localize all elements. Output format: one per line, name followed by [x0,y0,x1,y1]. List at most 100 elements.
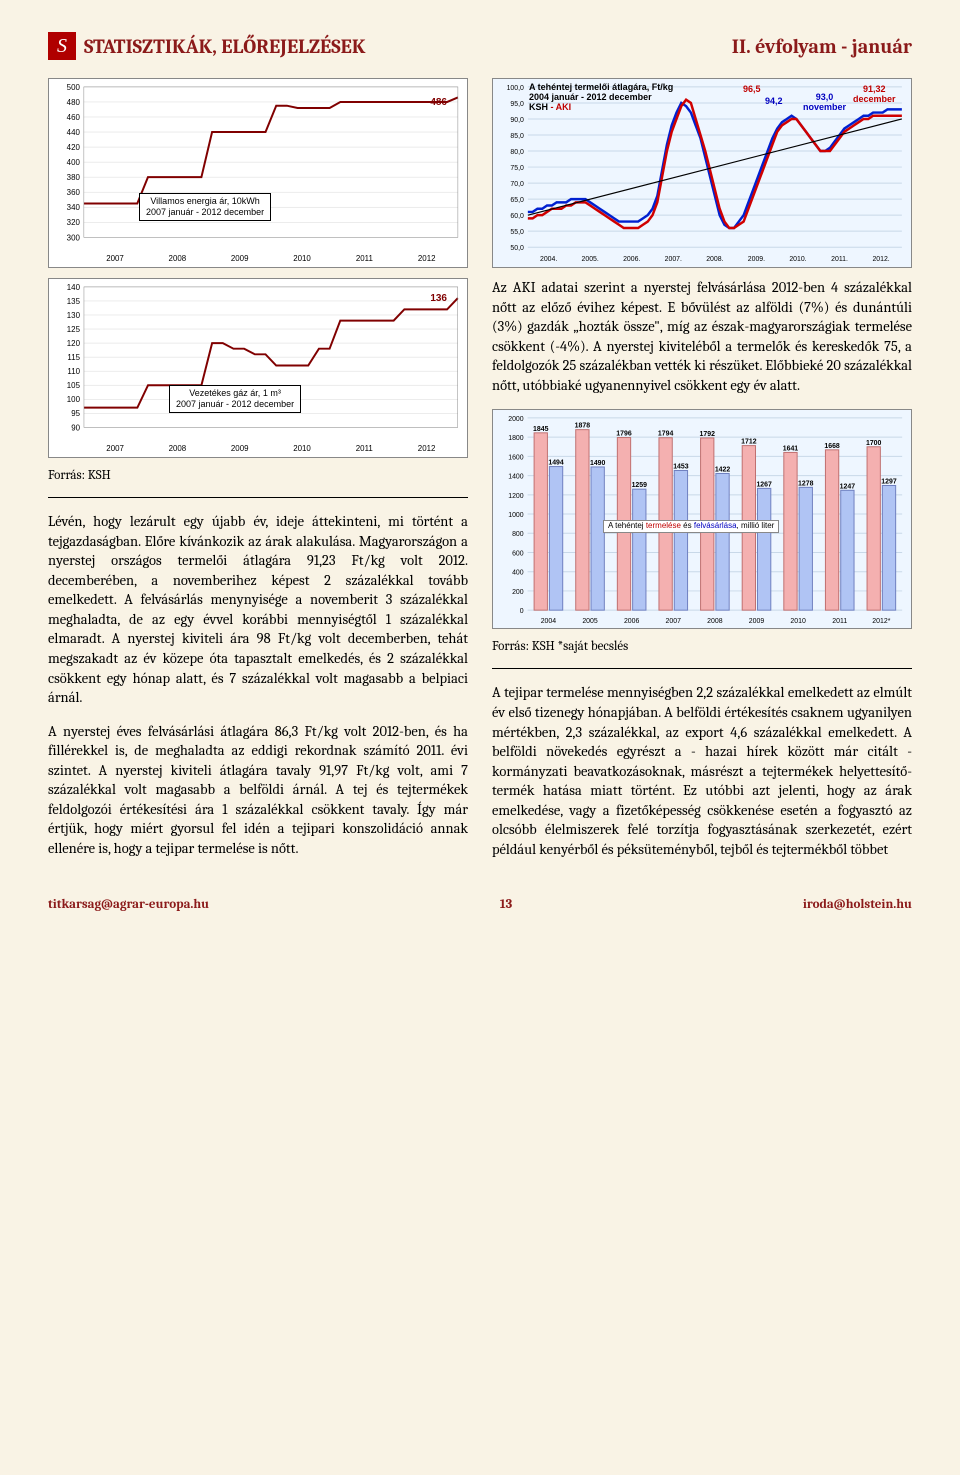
svg-text:2011: 2011 [832,618,847,625]
svg-text:2005: 2005 [582,618,598,625]
left-column: 3003203403603804004204404604805002007200… [48,78,468,873]
svg-text:2007.: 2007. [665,256,682,263]
svg-text:2010: 2010 [293,444,311,453]
svg-text:2009: 2009 [231,254,249,263]
legend-prefix: A tehéntej [608,521,646,530]
svg-text:2008: 2008 [169,444,187,453]
svg-text:1400: 1400 [508,474,524,481]
svg-text:1794: 1794 [658,431,674,438]
chart-milk-production: 0200400600800100012001400160018002000200… [492,409,912,629]
svg-text:2006: 2006 [624,618,640,625]
svg-text:60,0: 60,0 [510,213,524,220]
chart-electric-title-l2: 2007 január - 2012 december [146,207,264,217]
chart-gas-title-box: Vezetékes gáz ár, 1 m³ 2007 január - 201… [169,385,301,413]
svg-text:1878: 1878 [575,423,591,430]
svg-text:1000: 1000 [508,512,524,519]
milk-price-annot: 94,2 [765,97,783,107]
svg-text:1267: 1267 [756,482,772,489]
svg-text:85,0: 85,0 [510,133,524,140]
right-column: 50,055,060,065,070,075,080,085,090,095,0… [492,78,912,873]
svg-text:1200: 1200 [508,493,524,500]
svg-text:500: 500 [67,83,81,92]
milk-price-annot: 96,5 [743,85,761,95]
para-right-2: A tejipar termelése mennyiségben 2,2 szá… [492,683,912,859]
svg-text:1700: 1700 [866,440,882,447]
source-ksh-2: Forrás: KSH *saját becslés [492,639,912,654]
svg-text:120: 120 [67,339,81,348]
chart-gas-title-l2: 2007 január - 2012 december [176,399,294,409]
para-right-1: Az AKI adatai szerint a nyerstej felvásá… [492,278,912,395]
svg-text:70,0: 70,0 [510,181,524,188]
footer-page-number: 13 [500,897,513,912]
svg-text:400: 400 [67,158,81,167]
svg-text:2008: 2008 [169,254,187,263]
milk-price-title: A tehéntej termelői átlagára, Ft/kg 2004… [529,83,673,113]
svg-text:2005.: 2005. [582,256,599,263]
svg-text:2009.: 2009. [748,256,765,263]
svg-text:2000: 2000 [508,416,524,423]
svg-text:2012*: 2012* [872,618,890,625]
legend-suffix: , millió liter [737,521,775,530]
chart-gas-title-l1: Vezetékes gáz ár, 1 m³ [189,388,281,398]
milk-price-title-l1: A tehéntej termelői átlagára, Ft/kg [529,82,673,92]
svg-text:2007: 2007 [106,254,124,263]
svg-text:2006.: 2006. [623,256,640,263]
legend-and: és [681,521,694,530]
svg-text:1297: 1297 [881,479,897,486]
svg-text:400: 400 [512,570,524,577]
svg-text:800: 800 [512,532,524,539]
page-header: S STATISZTIKÁK, ELŐREJELZÉSEK II. évfoly… [48,32,912,60]
svg-text:2012.: 2012. [872,256,889,263]
divider-1 [48,497,468,498]
header-icon: S [48,32,76,60]
svg-text:90,0: 90,0 [510,117,524,124]
svg-text:95: 95 [71,409,80,418]
svg-text:90: 90 [71,423,80,432]
svg-text:380: 380 [67,173,81,182]
svg-text:1600: 1600 [508,455,524,462]
svg-text:2012: 2012 [418,254,436,263]
svg-text:1422: 1422 [715,467,731,474]
svg-text:2009: 2009 [749,618,765,625]
svg-text:2008.: 2008. [706,256,723,263]
svg-text:1259: 1259 [632,483,648,490]
footer-left: titkarsag@agrar-europa.hu [48,897,209,912]
svg-text:2011: 2011 [356,254,374,263]
chart-electric-title-l1: Villamos energia ár, 10kWh [150,196,259,206]
svg-text:1641: 1641 [783,446,799,453]
svg-text:65,0: 65,0 [510,197,524,204]
svg-text:480: 480 [67,98,81,107]
svg-text:440: 440 [67,128,81,137]
svg-text:2011: 2011 [356,444,374,453]
svg-text:360: 360 [67,188,81,197]
svg-text:1278: 1278 [798,481,814,488]
svg-text:55,0: 55,0 [510,229,524,236]
para-left-2: A nyerstej éves felvásárlási átlagára 86… [48,722,468,859]
svg-text:340: 340 [67,203,81,212]
svg-text:80,0: 80,0 [510,149,524,156]
svg-text:2010.: 2010. [789,256,806,263]
milk-price-source: KSH - AKI [529,102,571,112]
svg-text:100: 100 [67,395,81,404]
svg-text:320: 320 [67,218,81,227]
legend-term-prod: termelése [646,521,681,530]
svg-text:75,0: 75,0 [510,165,524,172]
svg-text:2007: 2007 [106,444,124,453]
chart-electric-title-box: Villamos energia ár, 10kWh 2007 január -… [139,193,271,221]
header-title-left: STATISZTIKÁK, ELŐREJELZÉSEK [84,35,732,58]
svg-text:2007: 2007 [666,618,682,625]
svg-text:2009: 2009 [231,444,249,453]
svg-text:140: 140 [67,283,81,292]
chart-milk-price: 50,055,060,065,070,075,080,085,090,095,0… [492,78,912,268]
svg-text:1668: 1668 [824,443,840,450]
svg-text:460: 460 [67,113,81,122]
chart-electricity-price: 3003203403603804004204404604805002007200… [48,78,468,268]
svg-text:1453: 1453 [673,464,689,471]
milk-price-annot: 91,32 december [853,85,896,105]
svg-text:95,0: 95,0 [510,101,524,108]
svg-text:100,0: 100,0 [507,85,524,92]
legend-term-purchase: felvásárlása [694,521,737,530]
svg-text:2004.: 2004. [540,256,557,263]
milk-price-title-l2: 2004 január - 2012 december [529,92,652,102]
page-footer: titkarsag@agrar-europa.hu 13 iroda@holst… [48,897,912,912]
